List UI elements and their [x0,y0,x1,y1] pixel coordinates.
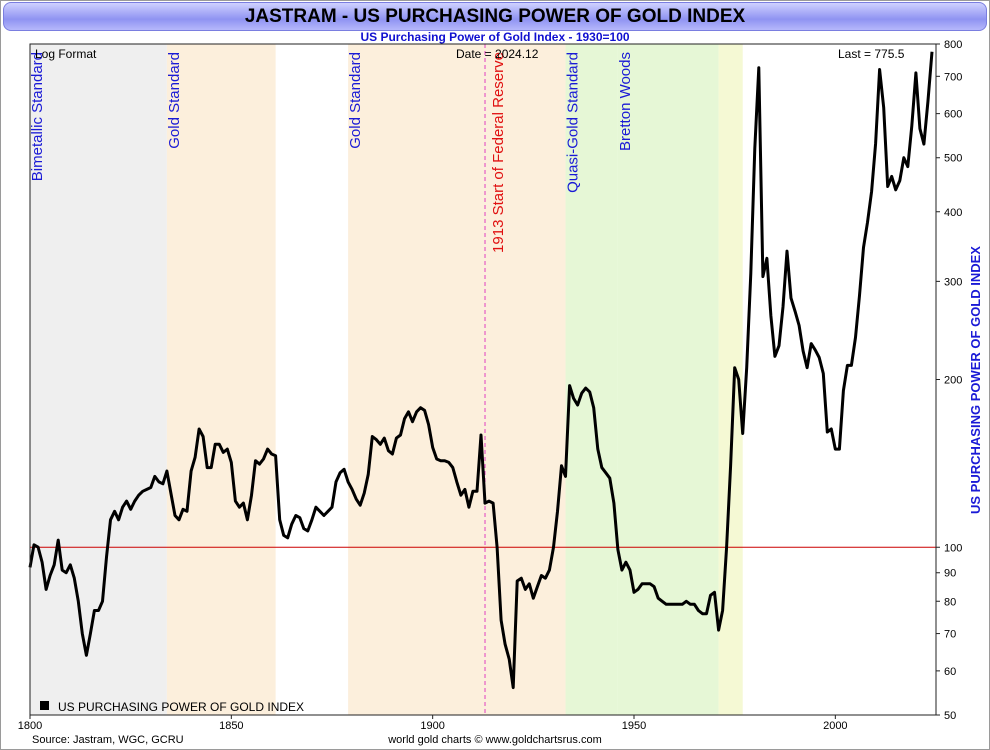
y-tick-label: 500 [944,153,962,165]
date-label: Date = 2024.12 [456,47,539,61]
y-tick-label: 60 [944,666,956,678]
log-format-label: Log Format [35,47,97,61]
chart-subtitle: US Purchasing Power of Gold Index - 1930… [360,30,630,44]
x-tick-label: 1850 [219,720,243,732]
y-tick-label: 70 [944,629,956,641]
regime-band [30,44,167,715]
y-tick-label: 400 [944,207,962,219]
y-tick-label: 200 [944,375,962,387]
last-value-label: Last = 775.5 [838,47,905,61]
legend-label: US PURCHASING POWER OF GOLD INDEX [58,700,304,714]
y-tick-label: 300 [944,276,962,288]
reference-lines: 1913 Start of Federal Reserve [30,44,936,715]
y-axis-title: US PURCHASING POWER OF GOLD INDEX [968,246,983,514]
regime-labels: Bimetallic Standard Gold Standard Gold Sta… [29,52,634,193]
x-tick-label: 1950 [622,720,646,732]
x-axis: 1800 1850 1900 1950 2000 [18,715,848,732]
series-line [28,51,934,690]
footer-source: Source: Jastram, WGC, GCRU [32,734,184,746]
y-tick-label: 800 [944,39,962,51]
y-tick-label: 90 [944,568,956,580]
y-axis: 50 60 70 80 90 100 200 300 400 500 600 700 800 [936,39,962,722]
regime-band [166,44,276,715]
chart-title: JASTRAM - US PURCHASING POWER OF GOLD IN… [244,6,746,27]
regime-bands [30,44,743,715]
regime-label: Bretton Woods [617,52,634,151]
fed-event-label: 1913 Start of Federal Reserve [490,52,507,253]
y-tick-label: 600 [944,109,962,121]
regime-label: Bimetallic Standard [29,52,46,181]
x-tick-label: 1800 [18,720,42,732]
title-bar: JASTRAM - US PURCHASING POWER OF GOLD IN… [3,2,987,31]
regime-label: Gold Standard [166,52,183,149]
legend-swatch [40,701,49,710]
x-tick-label: 1900 [420,720,444,732]
y-tick-label: 50 [944,710,956,722]
regime-label: Gold Standard [347,52,364,149]
regime-band [565,44,618,715]
y-tick-label: 100 [944,542,962,554]
regime-band [348,44,566,715]
y-tick-label: 700 [944,71,962,83]
regime-label: Quasi-Gold Standard [565,52,582,193]
footer-credit: world gold charts © www.goldchartsrus.co… [388,734,602,746]
series-layer [28,51,934,690]
x-tick-label: 2000 [823,720,847,732]
y-tick-label: 80 [944,596,956,608]
